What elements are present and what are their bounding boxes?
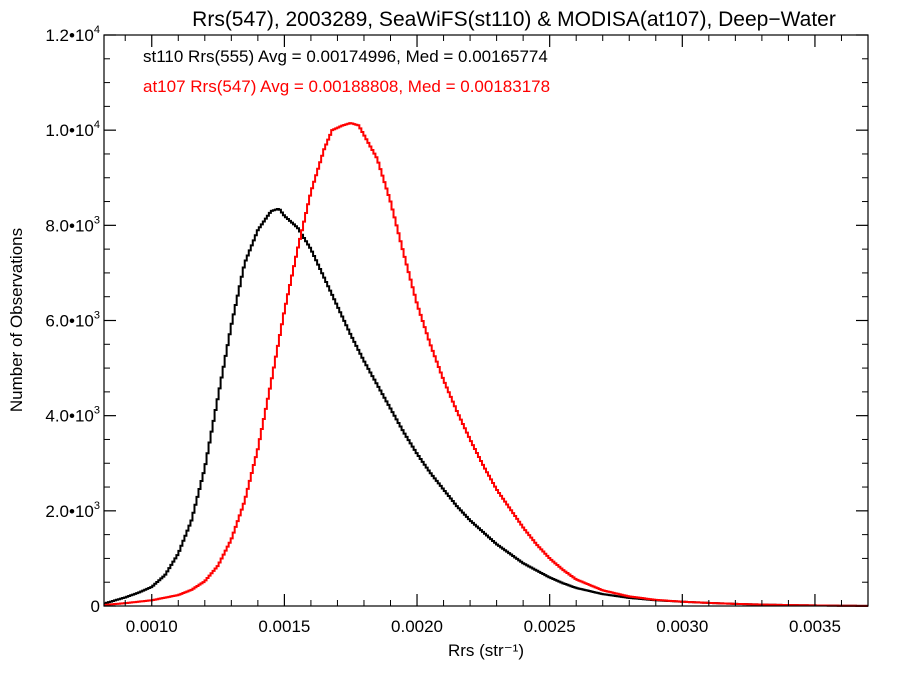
histogram-series-2 [104,122,868,607]
x-tick-label: 0.0020 [391,617,443,636]
x-axis-label: Rrs (str⁻¹) [448,641,524,660]
annotation-st110: st110 Rrs(555) Avg = 0.00174996, Med = 0… [143,47,548,66]
x-tick-label: 0.0010 [126,617,178,636]
x-axis: 0.0010 0.0015 0.0020 0.0025 0.0030 0.0035 [124,35,842,636]
histogram-series-1 [104,208,868,607]
x-tick-label: 0.0015 [258,617,310,636]
y-tick-label: 4.0•103 [45,405,100,426]
plot-frame [103,34,869,607]
y-tick-label: 8.0•103 [45,214,100,235]
y-tick-label: 2.0•103 [45,500,100,521]
y-tick-label: 0 [91,597,100,616]
y-axis: 0 2.0•103 4.0•103 6.0•103 8.0•103 1.0•104 1.2•… [45,24,868,616]
x-tick-label: 0.0030 [656,617,708,636]
y-tick-label: 1.2•104 [45,24,100,45]
y-tick-label: 6.0•103 [45,310,100,331]
x-tick-label: 0.0035 [789,617,841,636]
y-tick-label: 1.0•104 [45,119,100,140]
series-layer [104,122,868,607]
y-axis-label: Number of Observations [7,228,26,412]
annotation-at107: at107 Rrs(547) Avg = 0.00188808, Med = 0… [143,77,550,96]
chart-title: Rrs(547), 2003289, SeaWiFS(st110) & MODI… [192,8,836,31]
x-tick-label: 0.0025 [524,617,576,636]
